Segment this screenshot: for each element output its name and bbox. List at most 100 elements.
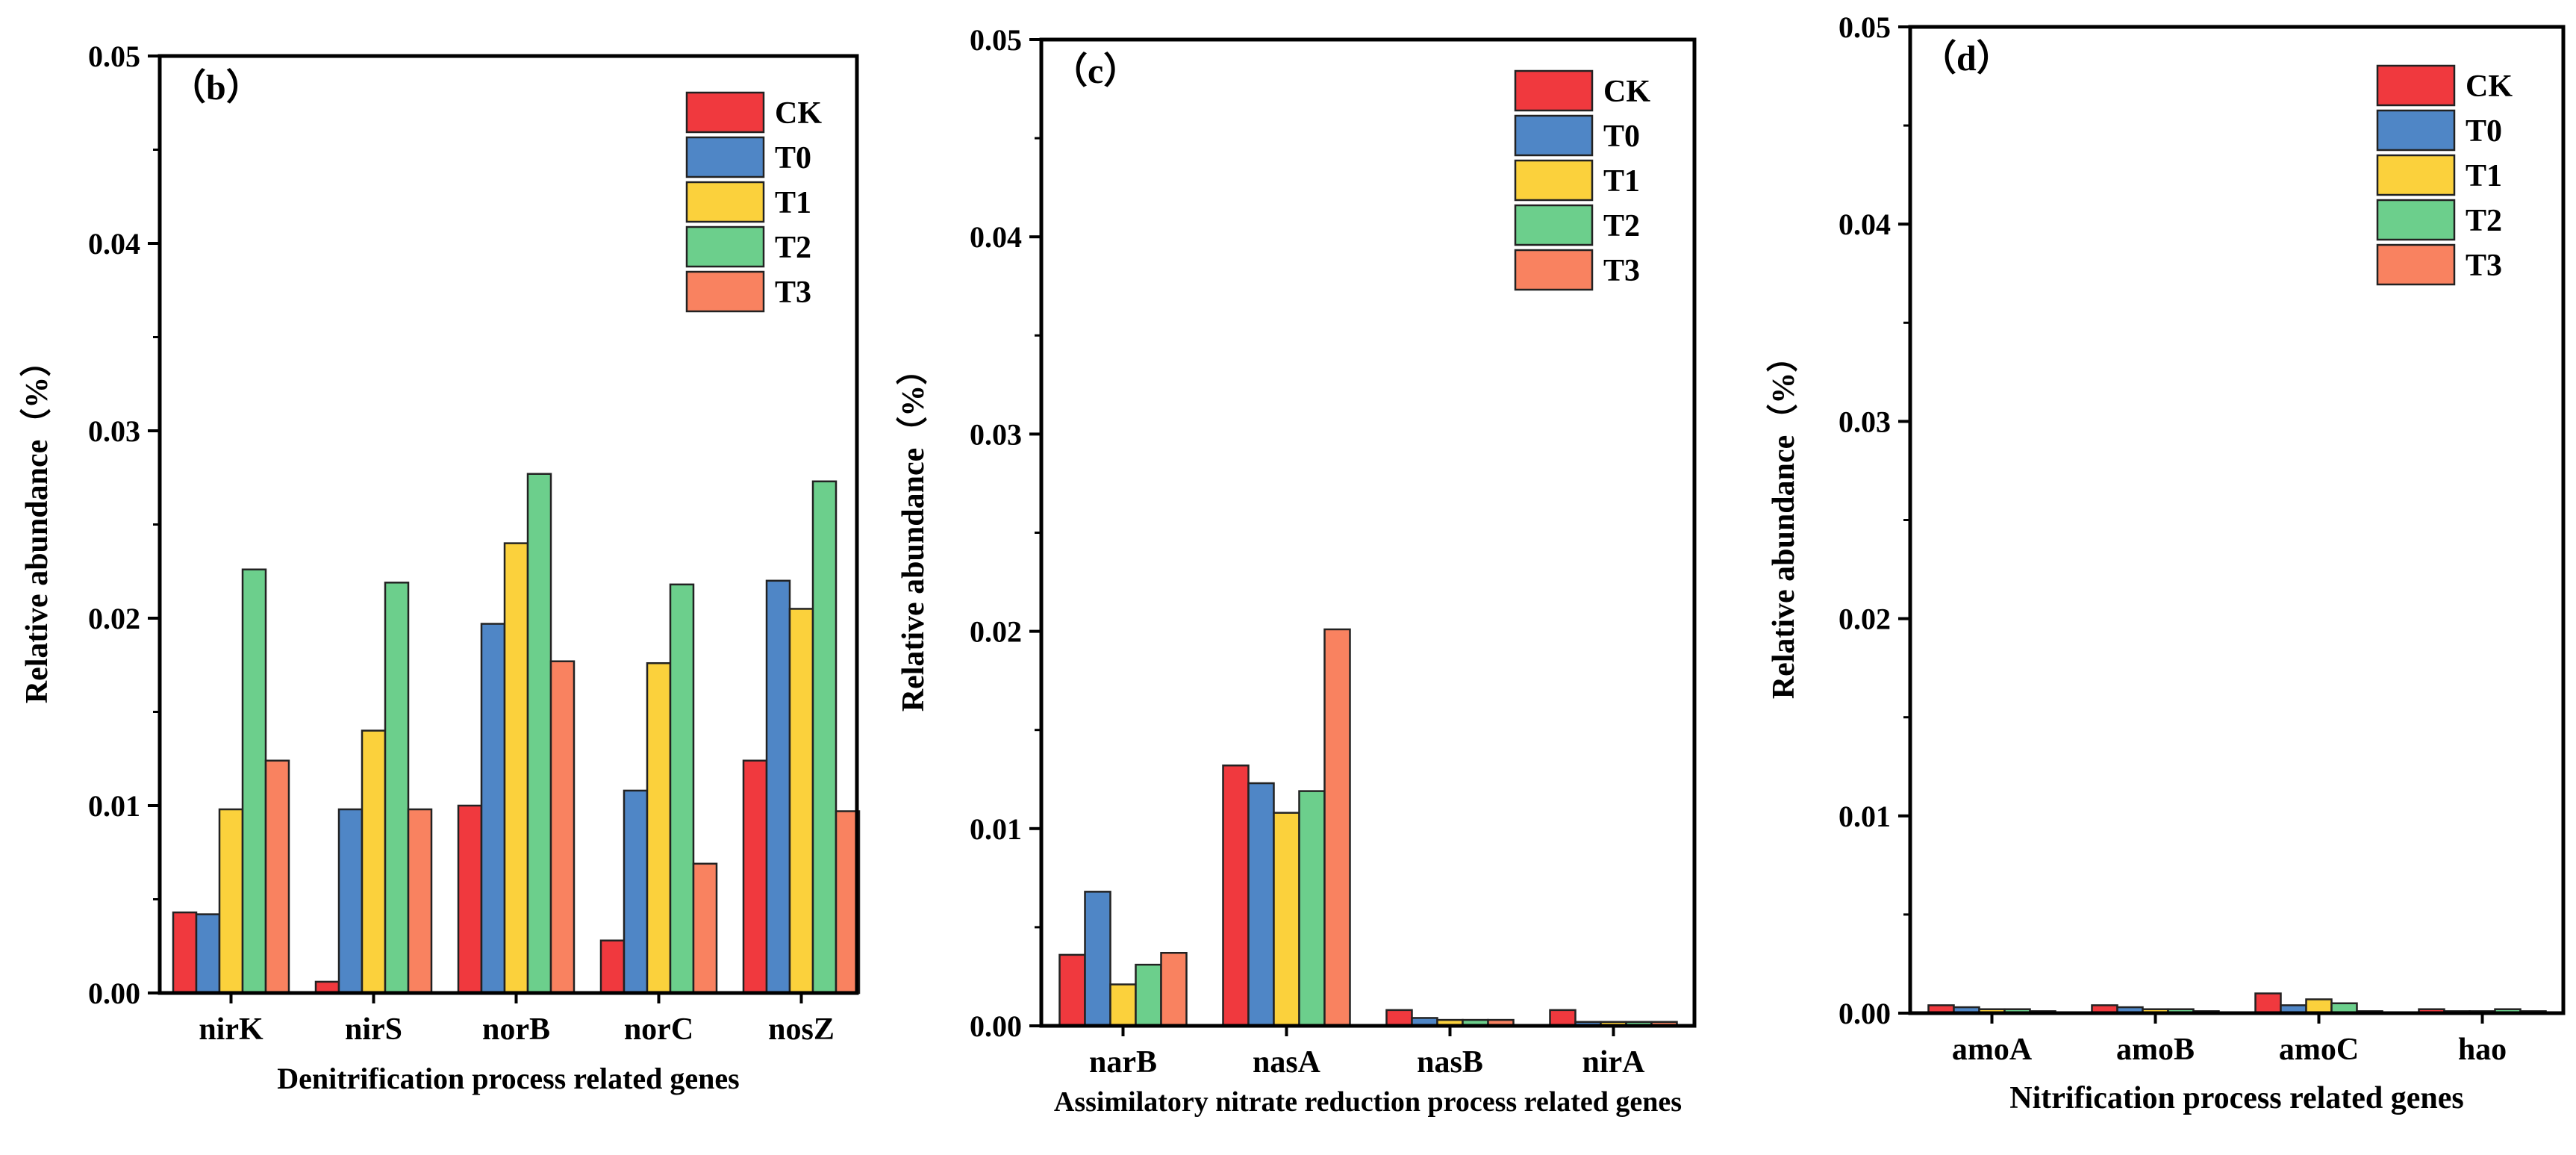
legend-swatch-T2 (685, 225, 765, 268)
legend: CK T0 T1 T2 T3 (1514, 69, 1650, 291)
y-tick-label: 0.00 (1839, 997, 1891, 1030)
y-tick-label: 0.05 (88, 40, 140, 73)
legend-label-T1: T1 (1603, 164, 1640, 199)
y-tick-label: 0.03 (970, 417, 1022, 451)
bar-CK-narB (1058, 953, 1086, 1027)
bar-CK-nirK (172, 911, 198, 994)
y-tick-label: 0.04 (1839, 208, 1891, 241)
x-axis-title: Denitrification process related genes (277, 1062, 740, 1095)
x-axis-title: Assimilatory nitrate reduction process r… (1054, 1086, 1682, 1118)
bar-T1-nirK (218, 808, 244, 994)
x-tick-label: nosZ (768, 1012, 835, 1047)
bar-T2-nirK (241, 568, 267, 994)
legend-label-CK: CK (775, 96, 822, 131)
bar-T1-nirS (361, 729, 387, 994)
x-tick-label: narB (1089, 1045, 1157, 1080)
x-tick-label: nasB (1417, 1045, 1483, 1080)
legend-swatch-T1 (1514, 159, 1594, 202)
y-tick-label: 0.00 (88, 977, 140, 1010)
legend-label-T3: T3 (1603, 254, 1640, 288)
bar-T1-nosZ (788, 608, 814, 994)
bar-T1-nasA (1273, 812, 1300, 1027)
legend-swatch-T3 (2376, 243, 2456, 286)
x-tick-label: nirA (1582, 1045, 1646, 1080)
bar-T3-narB (1160, 951, 1188, 1027)
bar-T0-nirK (195, 913, 221, 994)
plot-frame (1039, 37, 1697, 1028)
x-axis-title: Nitrification process related genes (2009, 1081, 2464, 1115)
bar-CK-nasA (1222, 765, 1250, 1027)
bar-T2-norB (526, 473, 552, 994)
legend-label-T0: T0 (775, 141, 811, 175)
legend-label-T1: T1 (775, 186, 811, 220)
bar-T0-nasA (1247, 782, 1275, 1027)
y-axis-title: Relative abundance（%） (19, 346, 54, 704)
panel-label: （c） (1052, 52, 1139, 91)
x-tick-label: norC (624, 1012, 693, 1047)
y-tick-label: 0.02 (970, 615, 1022, 649)
legend-label-T3: T3 (2466, 249, 2502, 283)
y-tick-label: 0.05 (970, 23, 1022, 57)
x-tick-label: nirS (345, 1012, 402, 1047)
bar-CK-nirA (1549, 1009, 1577, 1027)
y-tick-label: 0.02 (1839, 603, 1891, 636)
legend-label-CK: CK (2466, 69, 2513, 104)
legend-swatch-T3 (685, 270, 765, 313)
y-tick-label: 0.04 (88, 227, 140, 261)
bar-T3-nirK (264, 759, 290, 994)
y-tick-label: 0.03 (1839, 405, 1891, 438)
bar-T2-nasA (1298, 790, 1326, 1027)
plot-frame (158, 54, 859, 995)
y-tick-label: 0.01 (970, 812, 1022, 846)
bar-CK-nosZ (742, 759, 768, 994)
legend-label-CK: CK (1603, 75, 1650, 109)
legend-swatch-CK (2376, 64, 2456, 107)
chart-panel-c: narB nasA nasB nirA 0.00 0.01 0.02 0.03 0.04 0.05… (896, 23, 1697, 1118)
bar-T3-nirS (407, 808, 433, 994)
chart-panel-d: amoA amoB amoC hao 0.00 0.01 0.02 0.03 0.04 0.05 （… (1766, 10, 2566, 1115)
y-axis-title: Relative abundance（%） (896, 354, 931, 712)
legend-label-T3: T3 (775, 275, 811, 310)
bar-T1-norC (646, 661, 672, 994)
bar-T1-narB (1109, 983, 1137, 1027)
legend-swatch-T0 (1514, 114, 1594, 157)
x-tick-label: nasA (1253, 1045, 1321, 1080)
x-tick-label: norB (482, 1012, 550, 1047)
bar-T0-nosZ (765, 579, 791, 994)
legend-label-T0: T0 (1603, 119, 1640, 154)
legend-swatch-T3 (1514, 249, 1594, 291)
bar-T1-norB (503, 542, 529, 994)
y-axis-title: Relative abundance（%） (1766, 341, 1801, 700)
x-tick-label: amoA (1952, 1033, 2033, 1067)
legend-label-T0: T0 (2466, 114, 2502, 149)
x-tick-label: hao (2458, 1033, 2507, 1067)
legend-label-T2: T2 (2466, 204, 2502, 238)
y-tick-label: 0.05 (1839, 10, 1891, 44)
bar-T2-nosZ (811, 480, 838, 994)
y-tick-label: 0.02 (88, 602, 140, 635)
legend-swatch-T1 (685, 181, 765, 223)
legend-swatch-T1 (2376, 154, 2456, 196)
x-tick-label: amoB (2116, 1033, 2195, 1067)
bar-T1-amoC (2305, 998, 2333, 1015)
bar-T3-nasA (1323, 628, 1351, 1027)
y-tick-label: 0.01 (88, 789, 140, 823)
legend-label-T2: T2 (775, 231, 811, 265)
legend-swatch-T2 (2376, 199, 2456, 241)
bar-CK-nasB (1385, 1009, 1413, 1027)
legend-label-T1: T1 (2466, 159, 2502, 193)
bar-T2-narB (1135, 963, 1162, 1027)
legend-swatch-T0 (2376, 109, 2456, 152)
legend-swatch-CK (685, 91, 765, 134)
bar-T2-norC (669, 583, 695, 994)
y-tick-label: 0.03 (88, 414, 140, 448)
bar-CK-amoC (2254, 992, 2282, 1015)
y-tick-label: 0.00 (970, 1009, 1022, 1043)
bar-T0-norB (480, 623, 506, 994)
bar-T2-nirS (384, 582, 410, 994)
legend: CK T0 T1 T2 T3 (685, 91, 822, 313)
plot-frame (1908, 25, 2566, 1015)
legend-swatch-CK (1514, 69, 1594, 112)
legend-swatch-T0 (685, 136, 765, 178)
